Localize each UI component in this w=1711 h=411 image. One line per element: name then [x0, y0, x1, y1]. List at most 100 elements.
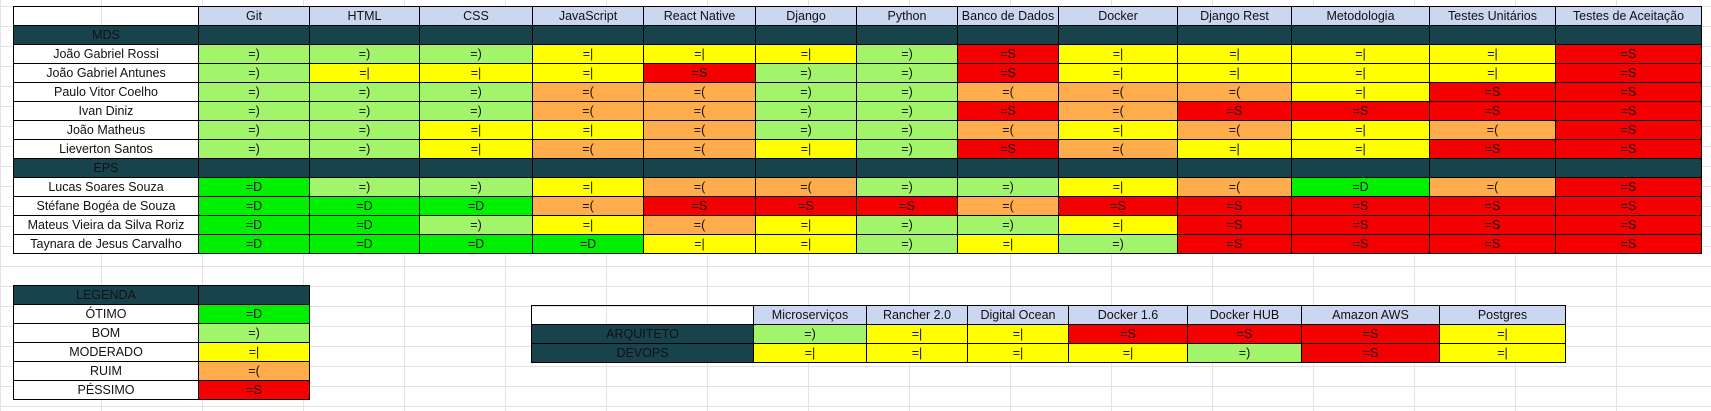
- rating-cell-moderado[interactable]: =|: [1058, 63, 1178, 83]
- rating-cell-pessimo[interactable]: =S: [1555, 196, 1702, 216]
- rating-cell-bom[interactable]: =): [309, 120, 420, 140]
- rating-cell-moderado[interactable]: =|: [1291, 82, 1430, 102]
- rating-cell-moderado[interactable]: =|: [1291, 63, 1430, 83]
- rating-cell-pessimo[interactable]: =S: [755, 196, 857, 216]
- column-header[interactable]: Metodologia: [1291, 6, 1430, 26]
- rating-cell-pessimo[interactable]: =S: [1301, 324, 1440, 344]
- rating-cell-bom[interactable]: =): [309, 44, 420, 64]
- rating-cell-ruim[interactable]: =(: [532, 82, 644, 102]
- rating-cell-bom[interactable]: =): [856, 139, 958, 159]
- tool-column-header[interactable]: Rancher 2.0: [866, 305, 968, 325]
- rating-cell-otimo[interactable]: =D: [309, 196, 420, 216]
- rating-cell-bom[interactable]: =): [198, 63, 310, 83]
- rating-cell-pessimo[interactable]: =S: [1555, 101, 1702, 121]
- rating-cell-moderado[interactable]: =|: [1058, 44, 1178, 64]
- rating-cell-moderado[interactable]: =|: [1291, 139, 1430, 159]
- rating-cell-moderado[interactable]: =|: [1429, 63, 1556, 83]
- rating-cell-bom[interactable]: =): [856, 101, 958, 121]
- rating-cell-bom[interactable]: =): [755, 101, 857, 121]
- role-name[interactable]: ARQUITETO: [531, 324, 754, 344]
- section-title[interactable]: MDS: [13, 25, 199, 45]
- rating-cell-ruim[interactable]: =(: [198, 361, 310, 381]
- rating-cell-bom[interactable]: =): [309, 177, 420, 197]
- rating-cell-bom[interactable]: =): [856, 177, 958, 197]
- section-fill-cell[interactable]: [1555, 25, 1702, 45]
- rating-cell-pessimo[interactable]: =S: [1555, 177, 1702, 197]
- rating-cell-bom[interactable]: =): [1058, 234, 1178, 254]
- rating-cell-otimo[interactable]: =D: [198, 234, 310, 254]
- column-header[interactable]: Banco de Dados: [957, 6, 1059, 26]
- section-fill-cell[interactable]: [1291, 25, 1430, 45]
- rating-cell-pessimo[interactable]: =S: [1291, 196, 1430, 216]
- rating-cell-ruim[interactable]: =(: [643, 215, 756, 235]
- rating-cell-bom[interactable]: =): [753, 324, 867, 344]
- member-name[interactable]: João Gabriel Rossi: [13, 44, 199, 64]
- rating-cell-pessimo[interactable]: =S: [1429, 139, 1556, 159]
- member-name[interactable]: Paulo Vitor Coelho: [13, 82, 199, 102]
- legend-label[interactable]: BOM: [13, 323, 199, 343]
- rating-cell-moderado[interactable]: =|: [419, 63, 533, 83]
- rating-cell-pessimo[interactable]: =S: [1555, 139, 1702, 159]
- section-fill-cell[interactable]: [1555, 158, 1702, 178]
- rating-cell-bom[interactable]: =): [419, 82, 533, 102]
- rating-cell-moderado[interactable]: =|: [753, 343, 867, 363]
- section-fill-cell[interactable]: [1429, 25, 1556, 45]
- rating-cell-moderado[interactable]: =|: [866, 324, 968, 344]
- rating-cell-pessimo[interactable]: =S: [1429, 234, 1556, 254]
- rating-cell-pessimo[interactable]: =S: [643, 196, 756, 216]
- rating-cell-moderado[interactable]: =|: [967, 324, 1069, 344]
- column-header[interactable]: Django Rest: [1177, 6, 1292, 26]
- member-name[interactable]: João Matheus: [13, 120, 199, 140]
- rating-cell-ruim[interactable]: =(: [532, 101, 644, 121]
- section-fill-cell[interactable]: [643, 158, 756, 178]
- member-name[interactable]: Mateus Vieira da Silva Roriz: [13, 215, 199, 235]
- rating-cell-pessimo[interactable]: =S: [1429, 196, 1556, 216]
- rating-cell-pessimo[interactable]: =S: [1177, 101, 1292, 121]
- rating-cell-moderado[interactable]: =|: [532, 63, 644, 83]
- rating-cell-ruim[interactable]: =(: [1177, 120, 1292, 140]
- rating-cell-ruim[interactable]: =(: [1058, 139, 1178, 159]
- rating-cell-bom[interactable]: =): [198, 323, 310, 343]
- rating-cell-ruim[interactable]: =(: [643, 177, 756, 197]
- rating-cell-otimo[interactable]: =D: [419, 234, 533, 254]
- section-fill-cell[interactable]: [856, 158, 958, 178]
- column-header[interactable]: Python: [856, 6, 958, 26]
- rating-cell-moderado[interactable]: =|: [643, 44, 756, 64]
- rating-cell-bom[interactable]: =): [957, 215, 1059, 235]
- section-fill-cell[interactable]: [198, 25, 310, 45]
- rating-cell-moderado[interactable]: =|: [1439, 343, 1566, 363]
- legend-title-fill[interactable]: [198, 285, 310, 305]
- rating-cell-ruim[interactable]: =(: [643, 101, 756, 121]
- rating-cell-bom[interactable]: =): [856, 82, 958, 102]
- rating-cell-pessimo[interactable]: =S: [643, 63, 756, 83]
- tool-column-header[interactable]: Microserviços: [753, 305, 867, 325]
- rating-cell-pessimo[interactable]: =S: [1429, 82, 1556, 102]
- rating-cell-bom[interactable]: =): [419, 101, 533, 121]
- rating-cell-pessimo[interactable]: =S: [1555, 120, 1702, 140]
- rating-cell-otimo[interactable]: =D: [309, 234, 420, 254]
- rating-cell-moderado[interactable]: =|: [1429, 44, 1556, 64]
- role-name[interactable]: DEVOPS: [531, 343, 754, 363]
- rating-cell-bom[interactable]: =): [198, 101, 310, 121]
- legend-label[interactable]: MODERADO: [13, 342, 199, 362]
- rating-cell-pessimo[interactable]: =S: [1068, 324, 1188, 344]
- rating-cell-ruim[interactable]: =(: [1058, 101, 1178, 121]
- rating-cell-bom[interactable]: =): [957, 177, 1059, 197]
- column-header[interactable]: CSS: [419, 6, 533, 26]
- rating-cell-pessimo[interactable]: =S: [1555, 215, 1702, 235]
- rating-cell-moderado[interactable]: =|: [309, 63, 420, 83]
- rating-cell-otimo[interactable]: =D: [419, 196, 533, 216]
- rating-cell-ruim[interactable]: =(: [532, 139, 644, 159]
- legend-label[interactable]: PÉSSIMO: [13, 380, 199, 400]
- section-fill-cell[interactable]: [957, 158, 1059, 178]
- rating-cell-moderado[interactable]: =|: [419, 139, 533, 159]
- rating-cell-moderado[interactable]: =|: [1291, 44, 1430, 64]
- rating-cell-pessimo[interactable]: =S: [198, 380, 310, 400]
- section-fill-cell[interactable]: [755, 158, 857, 178]
- rating-cell-bom[interactable]: =): [1187, 343, 1302, 363]
- rating-cell-pessimo[interactable]: =S: [957, 139, 1059, 159]
- rating-cell-ruim[interactable]: =(: [532, 196, 644, 216]
- rating-cell-bom[interactable]: =): [419, 177, 533, 197]
- section-fill-cell[interactable]: [856, 25, 958, 45]
- rating-cell-pessimo[interactable]: =S: [1555, 44, 1702, 64]
